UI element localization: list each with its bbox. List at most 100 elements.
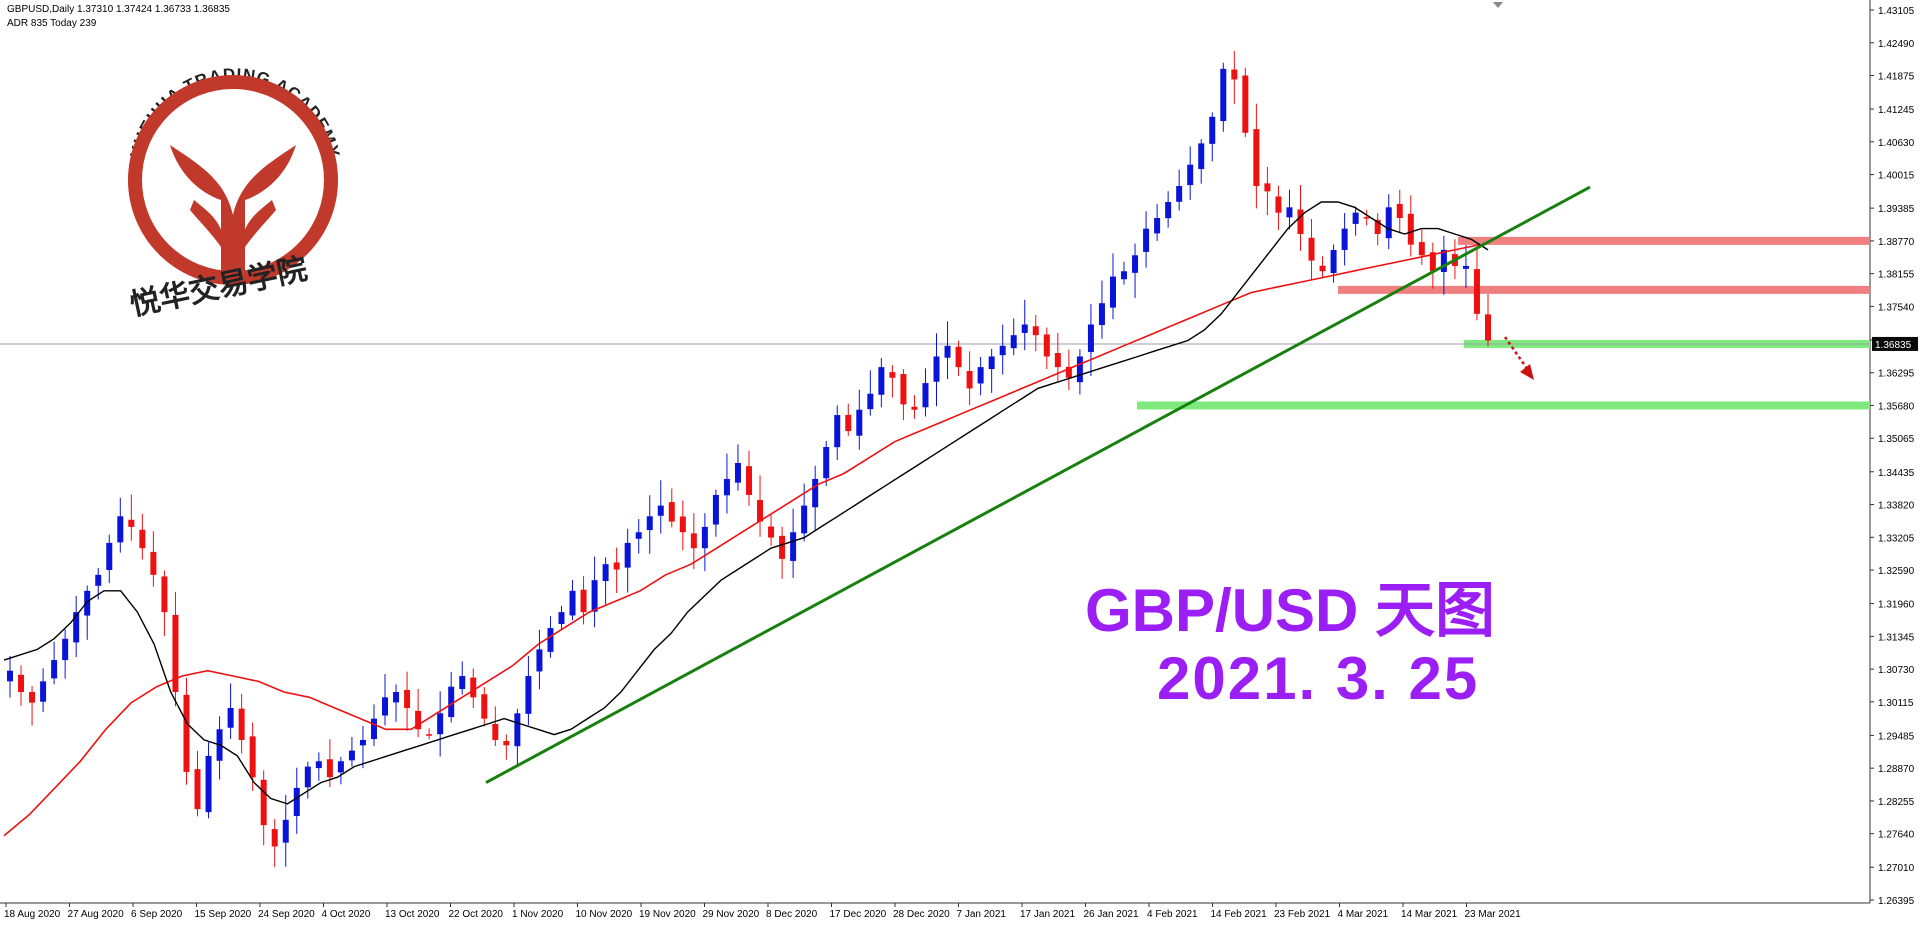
chart-overlay-title: GBP/USD 天图 — [1085, 577, 1496, 644]
candle-body — [668, 502, 675, 522]
candle-body — [1330, 249, 1337, 274]
y-tick-label: 1.29485 — [1878, 731, 1915, 742]
x-tick-label: 23 Feb 2021 — [1274, 909, 1331, 920]
x-tick-label: 13 Oct 2020 — [385, 909, 440, 920]
candle-body — [503, 740, 510, 746]
candle-body — [348, 750, 355, 761]
x-tick-label: 8 Dec 2020 — [766, 909, 818, 920]
candle-body — [1209, 116, 1216, 144]
candle-body — [944, 345, 951, 358]
y-tick-label: 1.27010 — [1878, 863, 1915, 874]
candle-body — [73, 612, 80, 643]
candle-body — [106, 542, 113, 570]
candle-body — [1319, 265, 1326, 272]
candle-body — [856, 409, 863, 436]
x-tick-label: 1 Nov 2020 — [512, 909, 564, 920]
candle-body — [1076, 356, 1083, 383]
candle-body — [1198, 143, 1205, 170]
candle-body — [481, 694, 488, 719]
candle-body — [657, 505, 664, 516]
candle-body — [205, 755, 212, 813]
candle-body — [1286, 207, 1293, 218]
y-tick-label: 1.39385 — [1878, 204, 1915, 215]
candle-body — [326, 759, 333, 778]
y-tick-label: 1.38770 — [1878, 237, 1915, 248]
candle-body — [249, 736, 256, 778]
candle-body — [1109, 276, 1116, 308]
candle-body — [1220, 68, 1227, 122]
y-tick-label: 1.33205 — [1878, 533, 1915, 544]
candle-body — [172, 614, 179, 693]
candle-body — [701, 526, 708, 549]
candle-body — [1253, 129, 1260, 187]
y-tick-label: 1.27640 — [1878, 830, 1915, 841]
candle-body — [1308, 237, 1315, 261]
candle-body — [1087, 324, 1094, 352]
candle-body — [1341, 228, 1348, 250]
resistance-zone — [1458, 236, 1870, 245]
candle-body — [84, 590, 91, 616]
candle-body — [779, 535, 786, 559]
candle-body — [404, 689, 411, 708]
y-tick-label: 1.30730 — [1878, 665, 1915, 676]
candle-body — [426, 734, 433, 736]
x-tick-label: 4 Oct 2020 — [322, 909, 371, 920]
candle-body — [845, 414, 852, 432]
candle-body — [1231, 69, 1238, 80]
candle-body — [62, 638, 69, 661]
y-tick-label: 1.35680 — [1878, 401, 1915, 412]
candle-body — [801, 505, 808, 534]
x-tick-label: 7 Jan 2021 — [957, 909, 1007, 920]
ma-slow-line — [3, 243, 1481, 837]
x-tick-label: 19 Nov 2020 — [639, 909, 696, 920]
candle-body — [624, 542, 631, 568]
x-tick-label: 26 Jan 2021 — [1084, 909, 1139, 920]
candle-body — [1242, 75, 1249, 133]
candle-body — [448, 686, 455, 718]
y-tick-label: 1.28255 — [1878, 797, 1915, 808]
y-tick-label: 1.38155 — [1878, 270, 1915, 281]
candle-body — [161, 576, 168, 613]
candle-body — [1396, 203, 1403, 218]
candle-body — [1429, 252, 1436, 272]
y-tick-label: 1.37540 — [1878, 302, 1915, 313]
candle-body — [128, 519, 135, 527]
resistance-zone — [1338, 285, 1870, 294]
x-tick-label: 17 Jan 2021 — [1020, 909, 1075, 920]
candle-body — [679, 516, 686, 533]
candle-body — [359, 739, 366, 746]
adr-info: ADR 835 Today 239 — [7, 18, 97, 29]
candle-body — [282, 819, 289, 843]
candle-body — [1132, 255, 1139, 273]
candle-body — [1275, 196, 1282, 213]
candle-body — [569, 590, 576, 616]
candle-body — [51, 660, 58, 679]
y-tick-label: 1.32590 — [1878, 566, 1915, 577]
x-tick-label: 27 Aug 2020 — [68, 909, 125, 920]
y-tick-label: 1.31960 — [1878, 600, 1915, 611]
candle-body — [690, 533, 697, 549]
ma-fast-line — [3, 201, 1489, 805]
y-tick-label: 1.35065 — [1878, 434, 1915, 445]
y-tick-label: 1.41875 — [1878, 72, 1915, 83]
candle-body — [271, 829, 278, 847]
candle-body — [889, 372, 896, 378]
y-tick-label: 1.40630 — [1878, 138, 1915, 149]
academy-logo: YUEHUA TRADING ACADEMY — [127, 65, 342, 285]
candle-body — [712, 494, 719, 525]
y-tick-label: 1.33820 — [1878, 501, 1915, 512]
candle-body — [635, 532, 642, 539]
candle-body — [999, 345, 1006, 356]
candle-body — [1385, 207, 1392, 239]
candle-body — [1143, 228, 1150, 252]
candle-body — [734, 462, 741, 483]
x-tick-label: 17 Dec 2020 — [830, 909, 887, 920]
candle-body — [437, 713, 444, 735]
candle-body — [988, 356, 995, 370]
candle-body — [1407, 213, 1414, 245]
candle-body — [1352, 212, 1359, 224]
y-tick-label: 1.34435 — [1878, 468, 1915, 479]
candle-body — [139, 529, 146, 549]
candle-body — [525, 676, 532, 714]
